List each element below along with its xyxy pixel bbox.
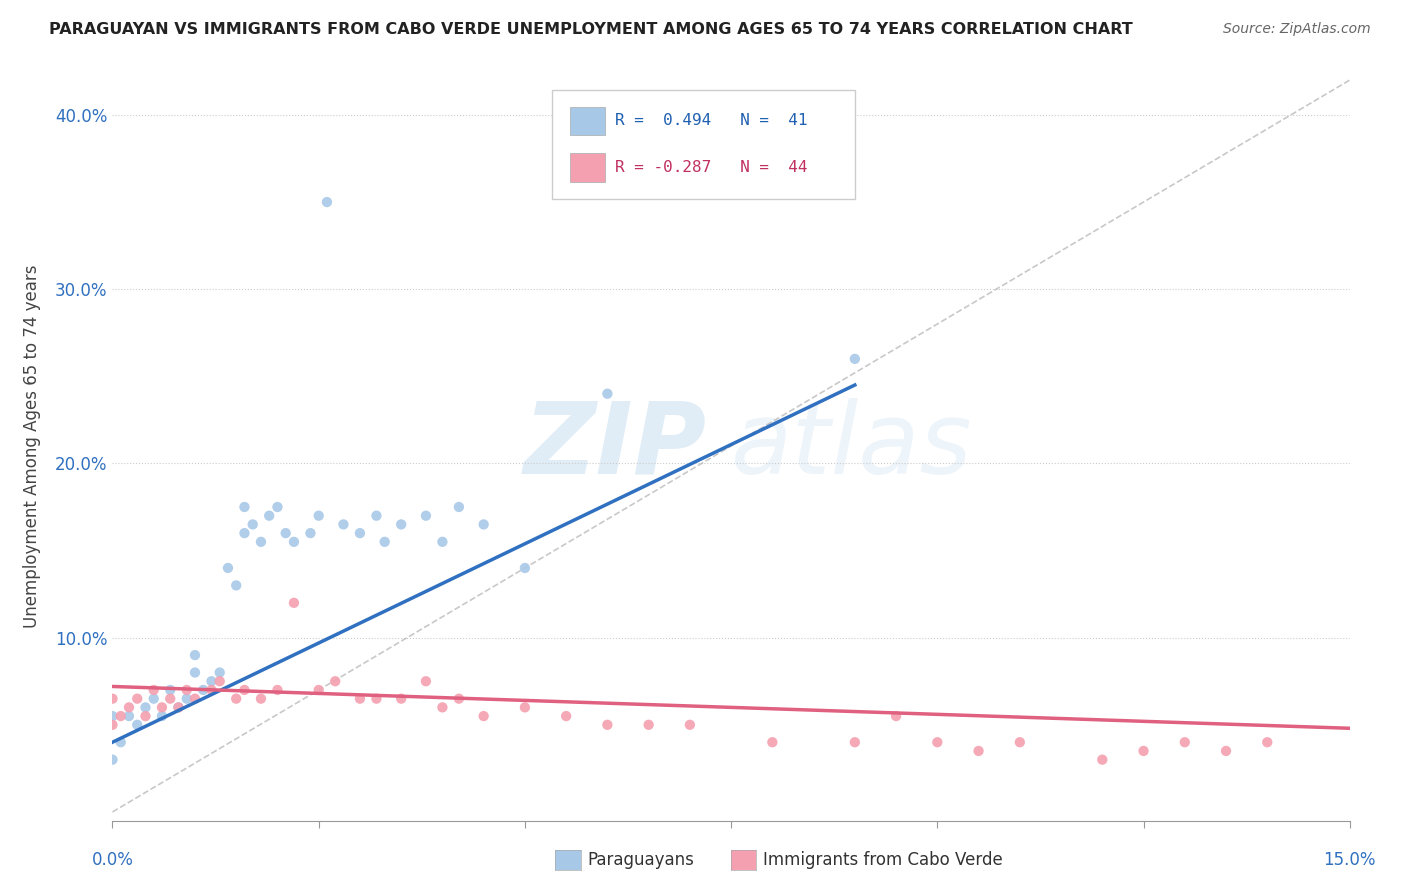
Bar bbox=[571, 153, 605, 181]
Point bbox=[884, 709, 907, 723]
Point bbox=[242, 517, 264, 532]
Text: 0.0%: 0.0% bbox=[91, 851, 134, 869]
Text: R = -0.287   N =  44: R = -0.287 N = 44 bbox=[614, 160, 807, 175]
Point bbox=[127, 691, 149, 706]
Point bbox=[1132, 744, 1154, 758]
Point bbox=[283, 534, 305, 549]
Point bbox=[150, 700, 173, 714]
Point bbox=[118, 700, 141, 714]
Point bbox=[193, 682, 215, 697]
Point bbox=[266, 682, 288, 697]
Point bbox=[299, 526, 322, 541]
Point bbox=[415, 508, 437, 523]
Point bbox=[159, 691, 181, 706]
Point bbox=[349, 526, 371, 541]
Point bbox=[110, 735, 132, 749]
Point bbox=[1091, 753, 1114, 767]
Point bbox=[472, 709, 495, 723]
Point bbox=[110, 709, 132, 723]
Point bbox=[233, 500, 256, 514]
Point bbox=[217, 561, 239, 575]
Text: R =  0.494   N =  41: R = 0.494 N = 41 bbox=[614, 113, 807, 128]
Point bbox=[184, 648, 207, 662]
Point bbox=[134, 700, 156, 714]
Point bbox=[101, 718, 124, 732]
Point bbox=[432, 700, 454, 714]
Point bbox=[308, 508, 330, 523]
Point bbox=[927, 735, 949, 749]
Point bbox=[184, 665, 207, 680]
Point bbox=[844, 735, 866, 749]
Text: PARAGUAYAN VS IMMIGRANTS FROM CABO VERDE UNEMPLOYMENT AMONG AGES 65 TO 74 YEARS : PARAGUAYAN VS IMMIGRANTS FROM CABO VERDE… bbox=[49, 22, 1133, 37]
Point bbox=[101, 709, 124, 723]
Point bbox=[134, 709, 156, 723]
Point bbox=[225, 578, 247, 592]
Point bbox=[555, 709, 578, 723]
Point bbox=[257, 508, 280, 523]
Point bbox=[127, 718, 149, 732]
Point bbox=[596, 386, 619, 401]
Point bbox=[200, 674, 222, 689]
Point bbox=[332, 517, 354, 532]
Text: Immigrants from Cabo Verde: Immigrants from Cabo Verde bbox=[763, 851, 1004, 869]
Point bbox=[167, 700, 190, 714]
Text: atlas: atlas bbox=[731, 398, 973, 494]
Point bbox=[225, 691, 247, 706]
Point bbox=[761, 735, 783, 749]
Text: Paraguayans: Paraguayans bbox=[588, 851, 695, 869]
Point bbox=[233, 526, 256, 541]
Point bbox=[101, 691, 124, 706]
Point bbox=[389, 517, 412, 532]
Point bbox=[233, 682, 256, 697]
Point bbox=[366, 508, 388, 523]
Point bbox=[250, 691, 273, 706]
Point bbox=[150, 709, 173, 723]
Point bbox=[323, 674, 346, 689]
Bar bbox=[571, 106, 605, 135]
Point bbox=[167, 700, 190, 714]
Y-axis label: Unemployment Among Ages 65 to 74 years: Unemployment Among Ages 65 to 74 years bbox=[24, 264, 41, 628]
Point bbox=[159, 682, 181, 697]
Point bbox=[596, 718, 619, 732]
Point bbox=[208, 665, 231, 680]
Point bbox=[266, 500, 288, 514]
FancyBboxPatch shape bbox=[551, 90, 855, 199]
Point bbox=[513, 700, 536, 714]
Point bbox=[472, 517, 495, 532]
Point bbox=[1008, 735, 1031, 749]
Point bbox=[349, 691, 371, 706]
Point bbox=[1174, 735, 1197, 749]
Point bbox=[316, 195, 339, 210]
Text: ZIP: ZIP bbox=[523, 398, 706, 494]
Point bbox=[208, 674, 231, 689]
Point bbox=[250, 534, 273, 549]
Text: 15.0%: 15.0% bbox=[1323, 851, 1376, 869]
Point bbox=[447, 691, 470, 706]
Point bbox=[374, 534, 396, 549]
Point bbox=[142, 682, 165, 697]
Point bbox=[118, 709, 141, 723]
Point bbox=[176, 691, 198, 706]
Point bbox=[389, 691, 412, 706]
Text: Source: ZipAtlas.com: Source: ZipAtlas.com bbox=[1223, 22, 1371, 37]
Point bbox=[679, 718, 702, 732]
Point bbox=[200, 682, 222, 697]
Point bbox=[308, 682, 330, 697]
Point bbox=[844, 351, 866, 366]
Point bbox=[101, 753, 124, 767]
Point bbox=[637, 718, 659, 732]
Point bbox=[142, 691, 165, 706]
Point bbox=[283, 596, 305, 610]
Point bbox=[1215, 744, 1237, 758]
Point bbox=[513, 561, 536, 575]
Point bbox=[967, 744, 990, 758]
Point bbox=[432, 534, 454, 549]
Point bbox=[274, 526, 297, 541]
Point bbox=[176, 682, 198, 697]
Point bbox=[447, 500, 470, 514]
Point bbox=[184, 691, 207, 706]
Point bbox=[366, 691, 388, 706]
Point bbox=[1256, 735, 1278, 749]
Point bbox=[415, 674, 437, 689]
